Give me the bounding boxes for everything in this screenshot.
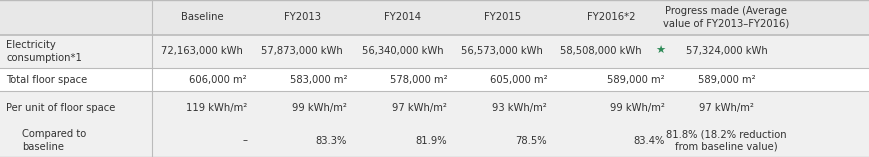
Text: 78.5%: 78.5% [515,135,547,146]
Text: –: – [242,135,247,146]
Text: Total floor space: Total floor space [6,75,87,85]
Text: 83.3%: 83.3% [315,135,347,146]
Text: Electricity
consumption*1: Electricity consumption*1 [6,40,82,63]
Text: 583,000 m²: 583,000 m² [289,75,347,85]
Text: 589,000 m²: 589,000 m² [607,75,664,85]
Text: Baseline: Baseline [181,12,223,22]
Text: 578,000 m²: 578,000 m² [389,75,447,85]
Text: 97 kWh/m²: 97 kWh/m² [698,103,753,113]
Text: FY2014: FY2014 [383,12,421,22]
Bar [0,35,869,68]
Text: 119 kWh/m²: 119 kWh/m² [186,103,247,113]
Bar [0,91,869,124]
Text: FY2015: FY2015 [483,12,521,22]
Text: 72,163,000 kWh: 72,163,000 kWh [161,46,243,56]
Text: Progress made (Average
value of FY2013–FY2016): Progress made (Average value of FY2013–F… [662,6,789,28]
Text: 83.4%: 83.4% [633,135,664,146]
Text: ★: ★ [655,46,665,56]
Text: 58,508,000 kWh: 58,508,000 kWh [560,46,640,56]
Bar [0,124,869,157]
Text: 99 kWh/m²: 99 kWh/m² [292,103,347,113]
Text: 589,000 m²: 589,000 m² [697,75,754,85]
Text: 606,000 m²: 606,000 m² [189,75,247,85]
Text: 57,873,000 kWh: 57,873,000 kWh [262,46,342,56]
Text: FY2013: FY2013 [283,12,321,22]
Text: 93 kWh/m²: 93 kWh/m² [492,103,547,113]
Text: Per unit of floor space: Per unit of floor space [6,103,116,113]
Text: FY2016*2: FY2016*2 [587,12,634,22]
Text: 605,000 m²: 605,000 m² [489,75,547,85]
Text: Compared to
baseline: Compared to baseline [22,129,86,152]
Bar [0,0,869,35]
Text: 97 kWh/m²: 97 kWh/m² [392,103,447,113]
Bar [0,68,869,91]
Text: 56,573,000 kWh: 56,573,000 kWh [461,46,543,56]
Text: 99 kWh/m²: 99 kWh/m² [609,103,664,113]
Text: 81.8% (18.2% reduction
from baseline value): 81.8% (18.2% reduction from baseline val… [666,129,786,152]
Text: 56,340,000 kWh: 56,340,000 kWh [362,46,442,56]
Text: 57,324,000 kWh: 57,324,000 kWh [685,46,766,56]
Text: 81.9%: 81.9% [415,135,447,146]
